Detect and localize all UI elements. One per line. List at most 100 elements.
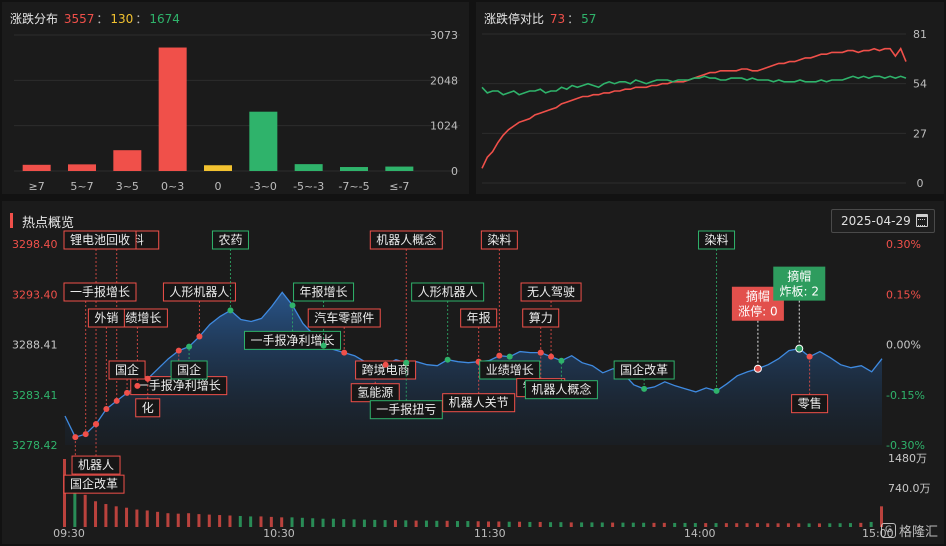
y-left-label: 3298.40 (12, 238, 58, 251)
bar (249, 111, 278, 171)
volume-bar (321, 518, 325, 527)
volume-bar (621, 522, 625, 527)
callout-title: 摘帽 (746, 289, 770, 304)
annotation-dot (186, 343, 193, 350)
annotation-label: 一手报净利增长 (251, 332, 335, 347)
limit-ratio-panel: 涨跌停对比 73： 57 81 54 27 0 (476, 2, 944, 194)
annotation-label: 零售 (798, 396, 822, 411)
callout-subtitle: 炸板: 2 (780, 285, 820, 299)
annotation-box (479, 360, 541, 380)
volume-bar (817, 523, 821, 527)
volume-bar (693, 523, 697, 527)
annotation-dot (806, 353, 813, 360)
volume-bar (125, 507, 129, 527)
x-tick-label: -5~-3 (293, 180, 324, 193)
limit-down-count: 57 (581, 12, 597, 26)
distribution-title: 涨跌分布 (10, 12, 59, 26)
volume-bar (766, 523, 770, 527)
volume-bar (590, 522, 594, 527)
calendar-icon[interactable] (916, 214, 928, 227)
x-tick-label: 5~7 (70, 180, 93, 193)
annotation-label: 一手报净利增长 (137, 378, 221, 393)
annotation-dot (444, 356, 451, 363)
volume-bar (880, 506, 883, 527)
annotation-box (63, 282, 137, 302)
y-tick-label: 3073 (430, 29, 458, 42)
volume-bar (311, 518, 315, 527)
volume-bar (83, 494, 87, 527)
volume-bar (476, 521, 480, 527)
y-left-label: 3288.41 (12, 339, 58, 352)
x-tick-label: -3~0 (250, 180, 277, 193)
volume-bar (73, 484, 77, 527)
volume-bar (424, 520, 428, 527)
intraday-chart: 3298.40 0.30% 3293.40 0.15% 3288.41 0.00% 3283… (12, 230, 931, 540)
annotation-dot (403, 359, 410, 366)
annotation-label: 算力 (529, 310, 553, 325)
annotation-label: 一手报增长 (70, 284, 130, 299)
watermark-text: 格隆汇 (898, 525, 938, 540)
annotation-label: 汽车零部件 (314, 310, 374, 325)
annotation-dot (713, 387, 720, 394)
annotation-dot (641, 385, 648, 392)
separator: ： (96, 12, 109, 26)
volume-bar (683, 522, 687, 527)
volume-bar (807, 523, 811, 527)
x-tick-label: 10:30 (263, 527, 295, 540)
annotation-box (63, 230, 137, 250)
annotation-label: 染料 (705, 232, 729, 247)
annotation-box (442, 393, 516, 413)
annotation-box (170, 360, 208, 380)
y-right-label: -0.15% (886, 389, 925, 402)
volume-bar (786, 523, 790, 527)
volume-bar (362, 519, 366, 527)
volume-bar (218, 515, 222, 527)
separator: ： (567, 12, 580, 26)
volume-bar (135, 509, 139, 527)
y-left-label: 3278.42 (12, 439, 58, 452)
volume-bar (518, 521, 522, 527)
annotation-label: 化 (142, 401, 154, 415)
y-tick-label: 0 (451, 165, 458, 178)
annotation-dot (113, 397, 120, 404)
y-left-label: 3293.40 (12, 288, 58, 301)
up-count: 3557 (63, 12, 95, 26)
annotation-box (524, 380, 598, 400)
y-left-label: 3283.41 (12, 389, 58, 402)
bar (68, 164, 96, 171)
annotation-box (211, 230, 249, 250)
watermark-logo-icon: G (880, 523, 896, 538)
volume-bar (673, 522, 677, 527)
volume-bar (445, 520, 449, 527)
volume-bar (580, 522, 584, 527)
annotation-box (63, 474, 125, 494)
annotation-box (244, 330, 342, 350)
annotation-label: 农药 (218, 233, 242, 247)
date-picker[interactable]: 2025-04-29 (831, 209, 935, 233)
volume-bar (331, 518, 335, 527)
volume-bar (704, 523, 708, 527)
annotation-label: 机器人概念 (376, 232, 436, 247)
annotation-label: 一手报扭亏 (376, 402, 436, 417)
series-line-up (481, 47, 907, 169)
x-tick-label: 09:30 (53, 527, 85, 540)
volume-bar (507, 521, 511, 527)
annotation-label: 国企改革 (70, 476, 118, 491)
volume-bar (652, 522, 656, 527)
volume-bar (642, 522, 646, 527)
volume-bar (238, 515, 242, 527)
annotation-box (108, 360, 146, 380)
annotation-label: 年报增长 (300, 284, 348, 299)
x-tick-label: 3~5 (116, 180, 139, 193)
annotation-dot (82, 431, 89, 438)
volume-tick-label: 740.0万 (888, 482, 931, 495)
volume-bar (249, 516, 253, 527)
limit-title-row: 涨跌停对比 73： 57 (484, 10, 596, 27)
annotation-dot (320, 342, 327, 349)
annotation-box (460, 308, 498, 328)
volume-bar (404, 520, 408, 527)
annotation-dot (72, 434, 79, 441)
annotation-label: 国企 (115, 362, 139, 377)
callout-dot (795, 344, 804, 353)
callout-dot (753, 364, 762, 373)
